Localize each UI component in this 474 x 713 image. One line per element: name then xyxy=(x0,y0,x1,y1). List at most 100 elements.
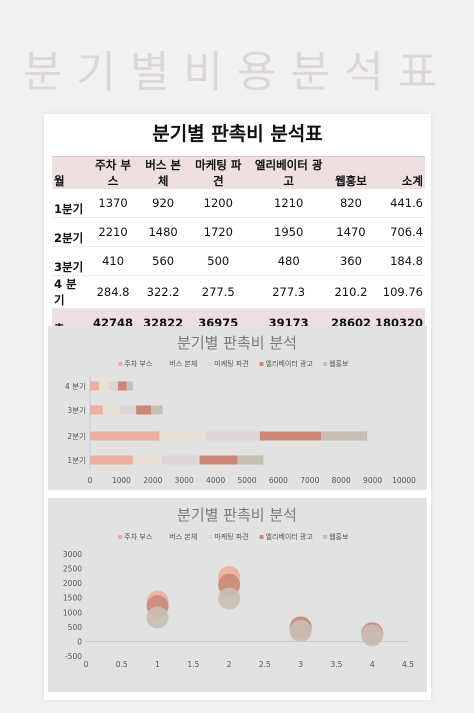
table-cell: 500 xyxy=(188,246,249,276)
bar xyxy=(136,405,152,415)
bar xyxy=(161,455,200,465)
x-tick-label: 1 xyxy=(155,660,160,669)
page-title: 분기별비용분석표 xyxy=(22,48,452,98)
legend-swatch xyxy=(163,535,168,539)
bar xyxy=(159,431,206,441)
y-tick-label: -500 xyxy=(65,652,82,661)
x-tick-label: 4 xyxy=(370,660,375,669)
legend-label: 웹홍보 xyxy=(329,359,349,368)
x-tick-label: 1.5 xyxy=(187,660,199,669)
x-tick-label: 7000 xyxy=(300,476,319,485)
x-tick-label: 0 xyxy=(88,476,93,485)
scatter-chart-panel: 분기별 판촉비 분석 주차 부스 버스 본체 마케팅 파견 엘리베이터 광고 웹홍보 300… xyxy=(48,498,427,692)
table-cell: 277.3 xyxy=(248,275,329,309)
scatter-point xyxy=(218,587,241,610)
x-tick-label: 0 xyxy=(84,660,89,669)
y-tick-label: 3분기 xyxy=(67,406,86,415)
header-cell: 웹홍보 xyxy=(328,156,373,189)
table-cell: 920 xyxy=(138,189,189,218)
table-cell: 184.8 xyxy=(372,246,425,276)
bar xyxy=(259,431,322,441)
table-row: 4 분기 284.8 322.2 277.5 277.3 210.2 109.7… xyxy=(52,275,425,309)
header-corner: 월 xyxy=(52,156,88,189)
legend-label: 엘리베이터 광고 xyxy=(266,532,314,541)
table-cell: 284.8 xyxy=(88,275,139,309)
bar xyxy=(237,455,264,465)
x-tick-label: 2.5 xyxy=(259,660,271,669)
y-tick-label: 500 xyxy=(68,623,83,632)
scatter-point xyxy=(289,619,312,642)
x-tick-label: 3000 xyxy=(175,476,194,485)
table-cell: 1950 xyxy=(248,217,329,247)
table-cell: 480 xyxy=(248,246,329,276)
legend-swatch xyxy=(259,362,264,366)
table-cell: 277.5 xyxy=(188,275,249,309)
table-row: 3분기 410 560 500 480 360 184.8 xyxy=(52,246,425,276)
legend-swatch xyxy=(323,362,328,366)
header-cell: 주차 부스 xyxy=(88,156,139,189)
row-label: 1분기 xyxy=(52,189,88,218)
table-cell: 1470 xyxy=(328,217,373,247)
x-tick-label: 8000 xyxy=(332,476,351,485)
scatter-point xyxy=(361,624,384,647)
x-tick-label: 4.5 xyxy=(402,660,414,669)
y-tick-label: 3000 xyxy=(63,550,82,559)
bar xyxy=(205,431,260,441)
x-tick-label: 6000 xyxy=(269,476,288,485)
x-tick-label: 1000 xyxy=(112,476,131,485)
bar xyxy=(90,455,134,465)
legend-label: 마케팅 파견 xyxy=(214,359,248,368)
scatter-point xyxy=(146,606,169,629)
row-label: 4 분기 xyxy=(52,275,88,309)
y-tick-label: 2500 xyxy=(63,565,82,574)
table-cell: 1200 xyxy=(188,189,249,218)
chart-title: 분기별 판촉비 분석 xyxy=(177,334,297,352)
x-tick-label: 3 xyxy=(298,660,303,669)
y-tick-label: 2000 xyxy=(63,579,82,588)
bar xyxy=(98,381,110,391)
x-tick-label: 3.5 xyxy=(330,660,342,669)
y-tick-label: 0 xyxy=(77,637,82,646)
table-cell: 410 xyxy=(88,246,139,276)
table-cell: 210.2 xyxy=(328,275,373,309)
table-cell: 560 xyxy=(138,246,189,276)
header-cell: 버스 본체 xyxy=(138,156,189,189)
bar xyxy=(199,455,238,465)
header-cell: 엘리베이터 광고 xyxy=(248,156,329,189)
cost-table: 월 주차 부스 버스 본체 마케팅 파견 엘리베이터 광고 웹홍보 소계 1분기… xyxy=(52,156,425,337)
x-tick-label: 2 xyxy=(227,660,232,669)
table-header-row: 월 주차 부스 버스 본체 마케팅 파견 엘리베이터 광고 웹홍보 소계 xyxy=(52,156,425,189)
table-cell: 441.6 xyxy=(372,189,425,218)
header-cell: 마케팅 파견 xyxy=(188,156,249,189)
legend-label: 웹홍보 xyxy=(329,532,349,541)
sheet-title: 분기별 판촉비 분석표 xyxy=(152,123,323,145)
row-label: 2분기 xyxy=(52,217,88,247)
bar xyxy=(117,381,127,391)
legend-swatch xyxy=(208,535,213,539)
x-tick-label: 4000 xyxy=(206,476,225,485)
legend-label: 엘리베이터 광고 xyxy=(266,359,314,368)
x-tick-label: 0.5 xyxy=(116,660,128,669)
bar xyxy=(120,405,137,415)
table-cell: 820 xyxy=(328,189,373,218)
y-tick-label: 1분기 xyxy=(67,456,86,465)
bar xyxy=(321,431,368,441)
table-cell: 1480 xyxy=(138,217,189,247)
bar xyxy=(90,405,103,415)
legend-swatch xyxy=(118,362,123,366)
legend-swatch xyxy=(163,362,168,366)
legend-swatch xyxy=(323,535,328,539)
bar xyxy=(151,405,163,415)
legend-swatch xyxy=(208,362,213,366)
table-cell: 360 xyxy=(328,246,373,276)
header-cell: 소계 xyxy=(372,156,425,189)
legend-label: 버스 본체 xyxy=(169,359,197,368)
table-row: 1분기 1370 920 1200 1210 820 441.6 xyxy=(52,189,425,218)
legend-swatch xyxy=(259,535,264,539)
bar xyxy=(102,405,121,415)
bar xyxy=(90,431,160,441)
x-tick-label: 2000 xyxy=(143,476,162,485)
bar xyxy=(90,381,99,391)
